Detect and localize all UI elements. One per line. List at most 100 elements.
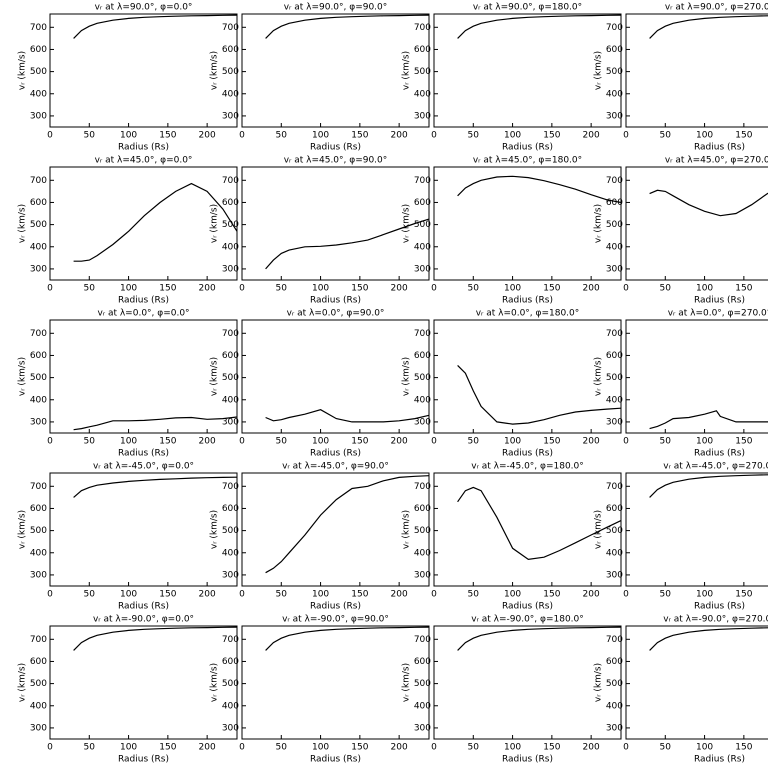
y-tick-label: 700: [606, 23, 623, 33]
y-tick-label: 500: [30, 373, 47, 383]
y-tick-label: 700: [414, 176, 431, 186]
data-line: [649, 410, 768, 430]
x-tick-label: 150: [351, 590, 368, 600]
y-axis-label: vᵣ (km/s): [594, 51, 604, 90]
x-axis-label: Radius (Rs): [310, 143, 361, 153]
x-tick-label: 150: [735, 437, 752, 447]
x-tick-label: 0: [431, 590, 437, 600]
panel-title: vᵣ at λ=90.0°, φ=180.0°: [473, 3, 582, 13]
data-line: [457, 364, 622, 425]
y-tick-label: 400: [606, 395, 623, 405]
y-tick-label: 500: [222, 679, 239, 689]
y-tick-label: 700: [30, 482, 47, 492]
x-tick-label: 100: [312, 131, 329, 141]
y-tick-label: 500: [222, 67, 239, 77]
data-line: [73, 476, 238, 498]
x-axis-label: Radius (Rs): [694, 602, 745, 612]
plot-frame: [49, 319, 238, 434]
plot-frame: [49, 166, 238, 281]
plot-frame: [433, 472, 622, 587]
x-tick-label: 100: [120, 590, 137, 600]
y-tick-label: 400: [606, 89, 623, 99]
data-line: [457, 626, 622, 651]
data-line: [265, 626, 430, 651]
y-tick-label: 600: [606, 198, 623, 208]
y-tick-label: 600: [414, 45, 431, 55]
panel-title: vᵣ at λ=-90.0°, φ=180.0°: [471, 615, 584, 625]
x-tick-label: 50: [660, 284, 672, 294]
data-line: [649, 15, 768, 39]
x-tick-label: 0: [47, 590, 53, 600]
data-line: [649, 189, 768, 217]
x-axis-label: Radius (Rs): [118, 296, 169, 306]
x-tick-label: 0: [623, 590, 629, 600]
panel-title: vᵣ at λ=45.0°, φ=270.0°: [665, 156, 768, 166]
y-tick-label: 400: [414, 242, 431, 252]
x-tick-label: 50: [468, 437, 480, 447]
y-tick-label: 400: [222, 548, 239, 558]
y-tick-label: 500: [606, 526, 623, 536]
y-axis-label: vᵣ (km/s): [402, 663, 412, 702]
y-axis-label: vᵣ (km/s): [18, 510, 28, 549]
y-tick-label: 500: [414, 679, 431, 689]
x-tick-label: 150: [159, 590, 176, 600]
x-tick-label: 150: [735, 743, 752, 753]
y-tick-label: 600: [222, 198, 239, 208]
x-tick-label: 0: [431, 437, 437, 447]
data-line: [265, 218, 430, 270]
x-tick-label: 100: [504, 590, 521, 600]
y-tick-label: 500: [414, 220, 431, 230]
panel-title: vᵣ at λ=90.0°, φ=270.0°: [665, 3, 768, 13]
x-tick-label: 100: [696, 590, 713, 600]
y-axis-label: vᵣ (km/s): [594, 663, 604, 702]
x-tick-label: 150: [543, 743, 560, 753]
y-tick-label: 500: [30, 526, 47, 536]
y-tick-label: 700: [606, 635, 623, 645]
x-tick-label: 0: [623, 284, 629, 294]
y-tick-label: 600: [222, 351, 239, 361]
panel-title: vᵣ at λ=0.0°, φ=270.0°: [668, 309, 768, 319]
x-tick-label: 150: [159, 131, 176, 141]
x-tick-label: 100: [120, 131, 137, 141]
x-tick-label: 0: [239, 590, 245, 600]
panel-title: vᵣ at λ=45.0°, φ=0.0°: [95, 156, 193, 166]
x-tick-label: 200: [583, 131, 600, 141]
x-axis-label: Radius (Rs): [118, 449, 169, 459]
y-tick-label: 700: [222, 329, 239, 339]
x-tick-label: 0: [47, 284, 53, 294]
x-tick-label: 100: [312, 743, 329, 753]
plot-frame: [433, 166, 622, 281]
x-tick-label: 200: [391, 590, 408, 600]
y-tick-label: 400: [222, 701, 239, 711]
y-tick-label: 400: [606, 242, 623, 252]
panel-title: vᵣ at λ=-90.0°, φ=270.0°: [663, 615, 768, 625]
data-line: [73, 416, 238, 431]
x-axis-label: Radius (Rs): [502, 755, 553, 765]
y-tick-label: 600: [30, 657, 47, 667]
y-tick-label: 700: [30, 23, 47, 33]
y-axis-label: vᵣ (km/s): [594, 204, 604, 243]
x-tick-label: 0: [239, 131, 245, 141]
panel-title: vᵣ at λ=0.0°, φ=180.0°: [476, 309, 580, 319]
plot-frame: [625, 472, 768, 587]
plot-frame: [241, 472, 430, 587]
y-tick-label: 500: [222, 526, 239, 536]
x-tick-label: 100: [312, 590, 329, 600]
y-tick-label: 600: [414, 351, 431, 361]
y-tick-label: 500: [606, 67, 623, 77]
x-tick-label: 100: [504, 131, 521, 141]
y-tick-label: 300: [606, 570, 623, 580]
x-axis-label: Radius (Rs): [694, 143, 745, 153]
y-axis-label: vᵣ (km/s): [210, 357, 220, 396]
y-tick-label: 600: [222, 45, 239, 55]
y-tick-label: 700: [414, 635, 431, 645]
x-tick-label: 200: [199, 437, 216, 447]
y-tick-label: 600: [414, 198, 431, 208]
x-axis-label: Radius (Rs): [502, 602, 553, 612]
data-line: [265, 409, 430, 423]
panel-title: vᵣ at λ=-45.0°, φ=180.0°: [471, 462, 584, 472]
y-tick-label: 600: [606, 657, 623, 667]
y-tick-label: 600: [222, 657, 239, 667]
y-tick-label: 300: [606, 111, 623, 121]
panel-title: vᵣ at λ=0.0°, φ=90.0°: [287, 309, 385, 319]
